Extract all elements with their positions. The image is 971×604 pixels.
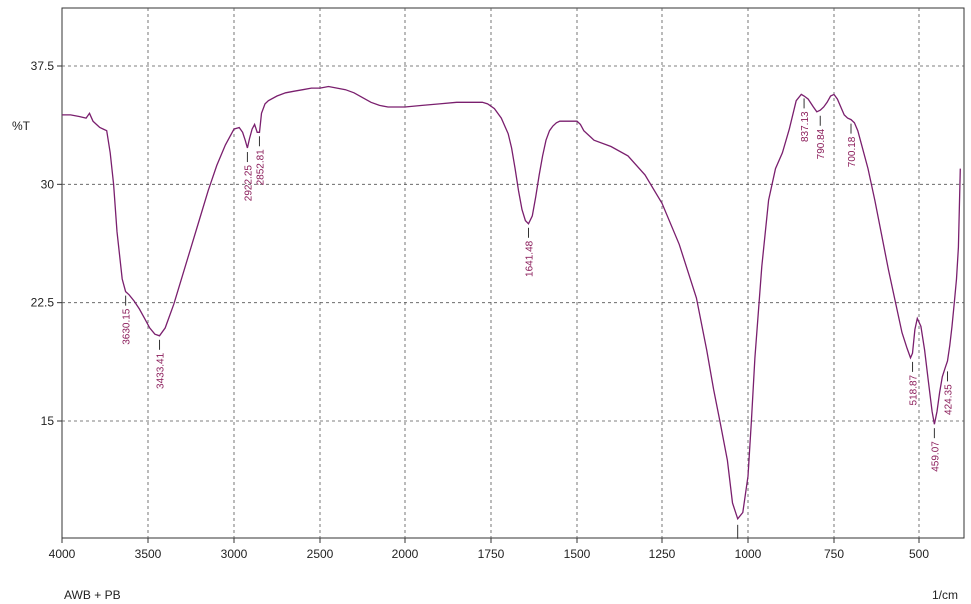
x-tick-label: 1250 [649,547,676,561]
peak-label: 518.87 [909,374,920,405]
grid [62,8,964,538]
y-tick-label: 22.5 [31,296,55,310]
x-axis-ticks: 4000 3500 3000 2500 2000 1750 1500 1250 1000 750 5… [49,538,929,561]
peak-label: 3630.15 [122,308,133,345]
x-tick-label: 1000 [735,547,762,561]
y-tick-label: 15 [41,414,55,428]
series-line [62,85,961,521]
peak-label: 700.18 [847,136,858,167]
peak-label: 2922.25 [243,165,254,202]
x-tick-label: 2000 [392,547,419,561]
x-tick-label: 3000 [221,547,248,561]
y-tick-label: 37.5 [31,59,55,73]
peak-label: 3433.41 [156,352,167,389]
peak-label: 837.13 [800,111,811,142]
x-tick-label: 750 [824,547,844,561]
x-tick-label: 4000 [49,547,76,561]
x-tick-label: 1500 [564,547,591,561]
x-tick-label: 1750 [478,547,505,561]
peak-annotations: 3630.15 3433.41 2922.25 2852.81 1641.48 837.1… [122,98,955,539]
x-tick-label: 2500 [307,547,334,561]
sample-label: AWB + PB [64,588,121,602]
x-tick-label: 500 [909,547,929,561]
peak-label: 790.84 [816,128,827,159]
peak-label: 2852.81 [255,149,266,186]
x-tick-label: 3500 [135,547,162,561]
y-tick-label: 30 [41,177,55,191]
x-axis-label: 1/cm [932,588,958,602]
plot-frame [61,7,965,539]
peak-label: 459.07 [930,441,941,472]
y-axis-label: %T [12,119,31,133]
peak-label: 1641.48 [524,240,535,277]
y-axis-ticks: 15 22.5 30 37.5 [31,59,62,428]
peak-label: 424.35 [944,384,955,415]
